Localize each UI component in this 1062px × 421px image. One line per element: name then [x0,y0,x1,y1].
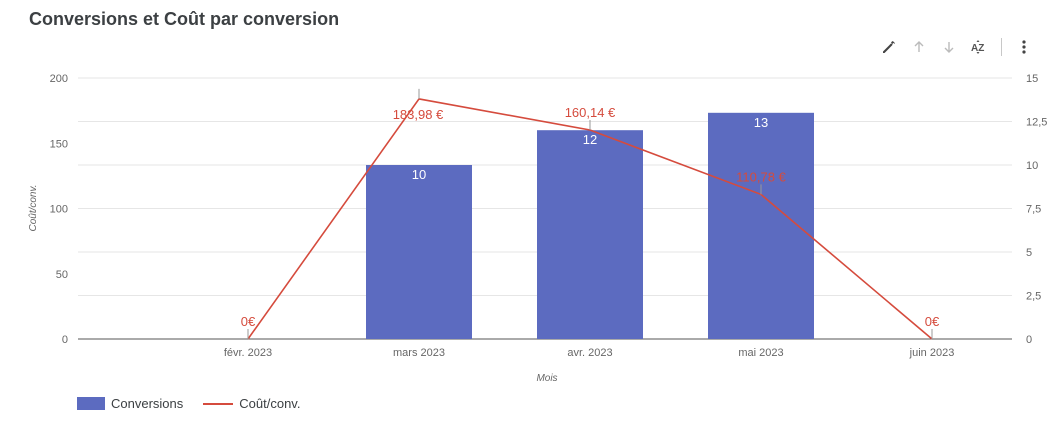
legend-item-conversions[interactable]: Conversions [77,396,183,411]
x-axis-tick-label: juin 2023 [909,347,955,359]
right-axis-tick-label: 15 [1026,73,1038,85]
legend-item-cost-per-conversion[interactable]: Coût/conv. [203,396,300,411]
right-axis-tick-label: 12,5 [1026,117,1047,129]
sort-descending-icon[interactable] [939,37,959,57]
more-options-icon[interactable] [1014,37,1034,57]
right-axis-tick-label: 7,5 [1026,204,1041,216]
line-data-label: 0€ [241,314,256,329]
line-data-label: 110,78 € [736,169,786,184]
legend-label-cost-per-conversion: Coût/conv. [239,396,301,411]
left-axis-tick-label: 150 [50,138,68,150]
bar-data-label: 13 [754,115,768,130]
edit-icon[interactable] [879,37,899,57]
right-axis-tick-label: 2,5 [1026,291,1041,303]
bar-data-label: 12 [583,132,597,147]
bar-conversions [537,130,643,339]
sort-ascending-icon[interactable] [909,37,929,57]
right-axis-tick-label: 0 [1026,334,1032,346]
line-data-label: 183,98 € [393,107,444,122]
left-axis-tick-label: 50 [56,269,68,281]
x-axis-tick-label: mars 2023 [393,347,445,359]
combo-chart: 0 50 100 150 200 0 2,5 5 7,5 10 12,5 15 Coût/conv. fé… [28,73,1047,384]
bar-conversions [708,112,814,339]
left-axis-tick-label: 0 [62,334,68,346]
x-axis-tick-label: avr. 2023 [567,347,612,359]
left-axis-title: Coût/conv. [28,184,39,231]
right-axis-tick-label: 5 [1026,247,1032,259]
right-axis-tick-label: 10 [1026,160,1038,172]
chart-title: Conversions et Coût par conversion [29,9,340,29]
line-data-label: 0€ [925,314,940,329]
x-axis-tick-label: févr. 2023 [224,347,272,359]
line-data-label: 160,14 € [565,105,616,120]
legend-label-conversions: Conversions [111,396,184,411]
toolbar-separator [1001,38,1002,56]
bar-conversions [366,165,472,339]
x-axis-tick-label: mai 2023 [738,347,783,359]
svg-text:AZ: AZ [971,43,984,54]
x-axis-title: Mois [536,373,557,384]
legend-line-swatch [203,402,234,405]
left-axis-tick-label: 200 [50,73,68,85]
left-axis-tick-label: 100 [50,204,68,216]
legend-bar-swatch [77,397,105,410]
bar-data-label: 10 [412,167,426,182]
chart-legend: Conversions Coût/conv. [77,396,300,411]
sort-az-icon[interactable]: AZ [969,37,989,57]
chart-toolbar: AZ [879,37,1034,57]
